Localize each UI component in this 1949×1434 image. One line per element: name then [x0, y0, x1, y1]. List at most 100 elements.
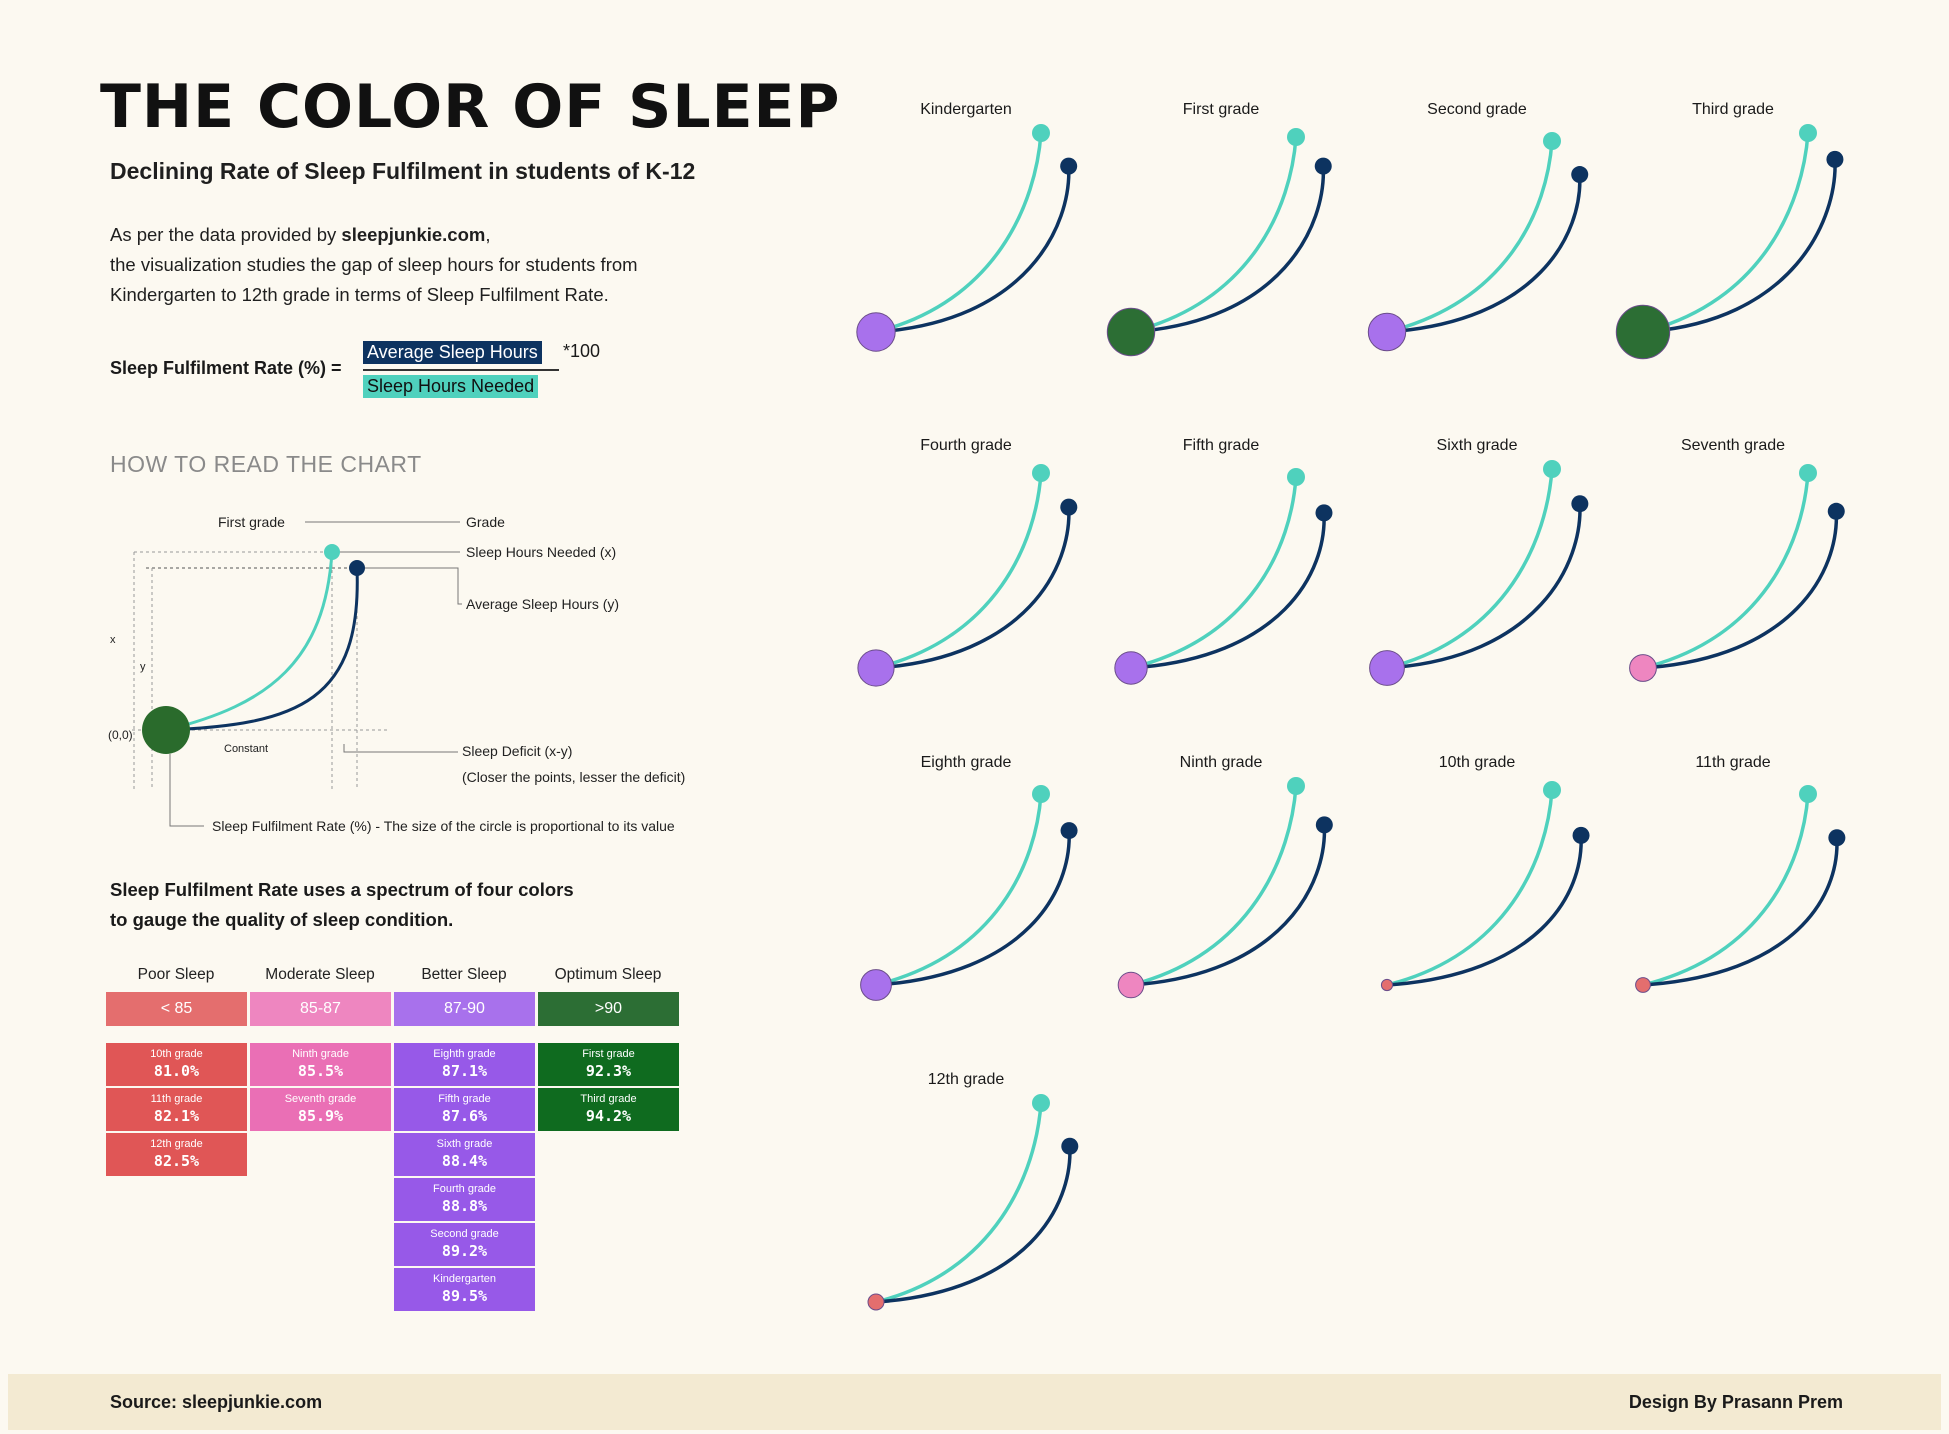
needed-curve: [1642, 793, 1810, 987]
legend-grade-cell: First grade 92.3%: [538, 1043, 679, 1086]
legend-grade-cell: Kindergarten 89.5%: [394, 1268, 535, 1311]
legend-category-1: Moderate Sleep: [265, 966, 375, 983]
guide-needed-dot: [324, 544, 340, 560]
footer-source: Source: sleepjunkie.com: [110, 1392, 323, 1412]
grade-panel: 12th grade: [867, 1071, 1079, 1311]
needed-hours-dot: [1287, 128, 1305, 146]
legend-grade-name: Third grade: [580, 1093, 637, 1105]
guide-deficit-note: (Closer the points, lesser the deficit): [462, 769, 685, 785]
rate-circle: [1117, 971, 1145, 999]
intro-line-2: the visualization studies the gap of sle…: [110, 254, 638, 275]
panel-grade-title: Eighth grade: [921, 754, 1012, 771]
legend-category-0: Poor Sleep: [137, 966, 215, 983]
needed-hours-dot: [1287, 468, 1305, 486]
average-curve: [1642, 511, 1839, 670]
average-hours-dot: [1827, 502, 1845, 520]
legend-grade-name: Sixth grade: [436, 1138, 493, 1150]
average-curve: [1130, 824, 1327, 987]
panel-grade-title: 10th grade: [1439, 754, 1516, 771]
average-curve: [1642, 837, 1839, 987]
needed-hours-dot: [1543, 460, 1561, 478]
panel-grade-title: Kindergarten: [920, 101, 1012, 118]
deficit-connector: [343, 744, 458, 753]
intro-line-1: As per the data provided by sleepjunkie.…: [110, 220, 750, 250]
average-hours-dot: [1315, 504, 1333, 522]
average-hours-dot: [1060, 822, 1078, 840]
spectrum-line-1: Sleep Fulfilment Rate uses a spectrum of…: [110, 879, 574, 900]
formula-divider: [363, 369, 559, 371]
legend-range-3: >90: [538, 992, 679, 1026]
legend-grade-name: 11th grade: [150, 1093, 203, 1105]
grade-panel: Ninth grade: [1117, 754, 1333, 999]
legend-grade-name: Ninth grade: [292, 1048, 349, 1060]
panel-grade-title: Third grade: [1692, 101, 1774, 118]
footer: Source: sleepjunkie.com Design By Prasan…: [8, 1374, 1941, 1430]
needed-hours-dot: [1032, 124, 1050, 142]
needed-hours-dot: [1032, 1094, 1050, 1112]
legend-grade-cell: 12th grade 82.5%: [106, 1133, 247, 1176]
guide-average-label: Average Sleep Hours (y): [466, 596, 619, 612]
spectrum-line-2: to gauge the quality of sleep condition.: [110, 909, 454, 930]
formula-denominator: Sleep Hours Needed: [363, 375, 539, 398]
needed-curve: [875, 132, 1043, 334]
rate-circle: [1369, 650, 1405, 686]
grade-panel: 10th grade: [1380, 754, 1590, 992]
needed-hours-dot: [1543, 781, 1561, 799]
needed-hours-dot: [1799, 464, 1817, 482]
intro-text: As per the data provided by sleepjunkie.…: [110, 220, 750, 310]
needed-curve: [1386, 468, 1554, 670]
source-brand: sleepjunkie.com: [341, 224, 486, 245]
rate-connector: [169, 754, 204, 827]
intro-line-3: Kindergarten to 12th grade in terms of S…: [110, 284, 609, 305]
needed-hours-dot: [1287, 777, 1305, 795]
rate-circle: [856, 312, 896, 352]
rate-circle: [1615, 304, 1671, 360]
average-curve: [875, 1146, 1072, 1304]
average-hours-dot: [1571, 166, 1589, 184]
grade-panel: 11th grade: [1635, 754, 1846, 993]
grade-panel: Fifth grade: [1114, 437, 1333, 685]
needed-curve: [1642, 132, 1810, 334]
legend-grade-cell: 11th grade 82.1%: [106, 1088, 247, 1131]
panel-grade-title: 12th grade: [928, 1071, 1005, 1088]
legend-grade-value: 94.2%: [585, 1107, 632, 1125]
needed-curve: [1386, 140, 1554, 334]
rate-circle: [1106, 307, 1156, 357]
legend-grade-cell: Seventh grade 85.9%: [250, 1088, 391, 1131]
needed-hours-dot: [1032, 464, 1050, 482]
guide-x-mark: x: [110, 634, 116, 646]
grade-panel: Third grade: [1615, 101, 1844, 360]
rate-circle: [860, 969, 892, 1001]
needed-curve: [875, 1102, 1043, 1304]
needed-curve: [875, 793, 1043, 987]
legend-grade-value: 87.6%: [441, 1107, 488, 1125]
needed-hours-dot: [1799, 124, 1817, 142]
grade-panel: First grade: [1106, 101, 1332, 357]
rate-circle: [1114, 651, 1148, 685]
legend-grade-value: 87.1%: [441, 1062, 488, 1080]
average-hours-dot: [1572, 826, 1590, 844]
rate-circle: [867, 1293, 885, 1311]
average-curve: [875, 166, 1071, 334]
rate-circle: [857, 649, 895, 687]
legend-grade-cell: Second grade 89.2%: [394, 1223, 535, 1266]
average-hours-dot: [1061, 1137, 1079, 1155]
needed-hours-dot: [1032, 785, 1050, 803]
grade-panel: Fourth grade: [857, 437, 1078, 687]
average-curve: [875, 507, 1071, 670]
legend-grade-value: 89.2%: [441, 1242, 488, 1260]
intro-suffix: ,: [485, 224, 491, 245]
needed-curve: [1386, 789, 1554, 987]
average-curve: [875, 830, 1071, 987]
legend-grade-name: Fifth grade: [438, 1093, 491, 1105]
guide-constant-label: Constant: [224, 743, 268, 755]
rate-circle: [1367, 312, 1407, 352]
guide-grade-label: Grade: [466, 514, 505, 530]
panel-grade-title: Sixth grade: [1437, 437, 1518, 454]
page-subtitle: Declining Rate of Sleep Fulfilment in st…: [110, 158, 696, 184]
rate-circle: [1380, 978, 1394, 992]
how-to-read-heading: HOW TO READ THE CHART: [110, 451, 422, 477]
legend-range-0: < 85: [106, 992, 247, 1026]
footer-credit: Design By Prasann Prem: [1628, 1392, 1843, 1412]
